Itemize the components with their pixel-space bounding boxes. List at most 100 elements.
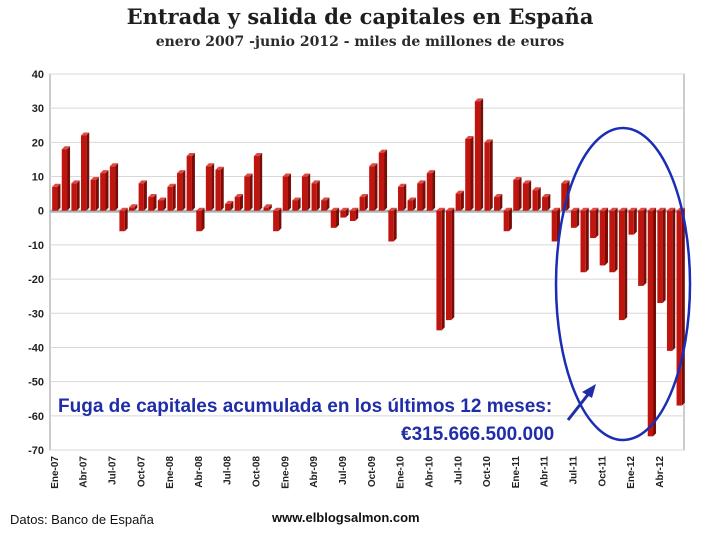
x-tick-label: Abr-10 [424, 456, 435, 488]
bar-top [330, 207, 340, 211]
bar-top [263, 204, 272, 208]
bar-Oct-10 [484, 139, 493, 211]
bar-front [138, 183, 144, 211]
bar-side [67, 146, 71, 211]
bar-May-07 [90, 176, 99, 211]
bar-front [301, 176, 308, 211]
bar-top [205, 163, 215, 167]
bar-top [349, 207, 359, 211]
bar-top [157, 197, 167, 201]
bar-side [672, 207, 676, 351]
bar-side [163, 197, 167, 211]
bar-front [407, 200, 413, 211]
y-tick-label: -20 [28, 274, 44, 286]
bar-Sep-07 [129, 204, 138, 211]
highlight-ellipse [554, 126, 692, 442]
y-tick-label: -70 [28, 445, 44, 457]
y-axis-ticks: 40 30 20 10 0 -10 -20 -30 -40 -50 -60 -70 [28, 69, 44, 457]
website-link[interactable]: www.elblogsalmon.com [272, 510, 420, 525]
bar-Oct-08 [253, 153, 263, 211]
x-tick-label: Oct-09 [367, 456, 378, 488]
bar-front [638, 210, 644, 286]
bar-front [426, 173, 433, 211]
bar-top [599, 207, 608, 211]
x-tick-label: Jul-09 [338, 456, 349, 485]
bar-side [364, 194, 368, 211]
bar-front [157, 200, 164, 211]
y-tick-label: 20 [32, 137, 44, 149]
data-source: Datos: Banco de España [10, 512, 154, 527]
bar-Oct-09 [369, 163, 378, 211]
bar-top [71, 180, 80, 184]
bar-top [234, 194, 243, 198]
bar-front [494, 197, 500, 211]
bar-side [316, 180, 320, 211]
bar-front [465, 138, 471, 211]
bar-top [465, 135, 474, 139]
bar-Ene-12 [628, 207, 637, 235]
bar-front [532, 190, 538, 211]
bar-Sep-09 [359, 194, 368, 211]
bar-Feb-12 [638, 207, 647, 286]
bar-front [484, 142, 490, 211]
bar-front [234, 197, 240, 211]
bar-Jul-09 [340, 207, 349, 218]
bar-front [369, 166, 375, 211]
bar-side [191, 153, 195, 211]
bar-front [215, 169, 221, 211]
y-tick-label: 0 [38, 206, 44, 218]
bar-side [403, 183, 407, 211]
bar-front [570, 210, 577, 228]
x-tick-label: Abr-09 [309, 456, 320, 488]
bar-top [359, 194, 368, 198]
bar-front [455, 193, 461, 211]
bar-side [604, 207, 608, 266]
gridlines [49, 73, 685, 451]
bar-top [474, 98, 484, 102]
bar-Ago-08 [234, 194, 243, 211]
bar-front [282, 176, 288, 211]
bar-Abr-09 [311, 180, 320, 211]
x-tick-label: Oct-08 [252, 456, 263, 488]
bar-side [412, 197, 416, 211]
bar-side [105, 170, 109, 211]
bar-Feb-09 [292, 197, 301, 211]
y-tick-label: -40 [28, 342, 44, 354]
bar-side [268, 204, 272, 211]
bar-top [609, 207, 618, 211]
bar-front [551, 210, 557, 242]
bar-top [561, 180, 570, 184]
bar-top [301, 173, 311, 177]
bar-side [143, 180, 147, 211]
bar-top [647, 207, 657, 211]
bar-side [681, 207, 685, 406]
bar-front [196, 210, 202, 232]
bar-Jul-08 [225, 200, 234, 211]
bar-top [90, 176, 99, 180]
bar-front [378, 152, 385, 211]
bar-front [599, 210, 605, 266]
x-axis-ticks: Ene-07 Abr-07 Jul-07 Oct-07 Ene-08 Abr-08 Jul-… [50, 456, 666, 489]
bar-top [52, 183, 61, 187]
bar-Sep-10 [474, 98, 484, 211]
y-tick-label: 30 [32, 103, 44, 115]
bar-top [522, 180, 532, 184]
bar-side [287, 173, 291, 211]
x-tick-label: Ene-12 [626, 456, 637, 489]
x-tick-label: Oct-07 [136, 456, 147, 488]
bar-front [205, 166, 212, 211]
bar-Ene-07 [52, 183, 61, 211]
bar-May-08 [205, 163, 215, 211]
bar-top [292, 197, 301, 201]
bar-side [528, 180, 532, 211]
bar-front [657, 210, 663, 304]
bar-side [576, 207, 580, 228]
bar-Feb-07 [61, 146, 71, 211]
bar-Ago-07 [119, 207, 128, 232]
x-tick-label: Abr-11 [540, 456, 551, 488]
bar-side [86, 132, 90, 211]
bar-side [614, 207, 618, 273]
bar-side [278, 207, 282, 232]
bar-top [570, 207, 580, 211]
bar-top [340, 207, 349, 211]
